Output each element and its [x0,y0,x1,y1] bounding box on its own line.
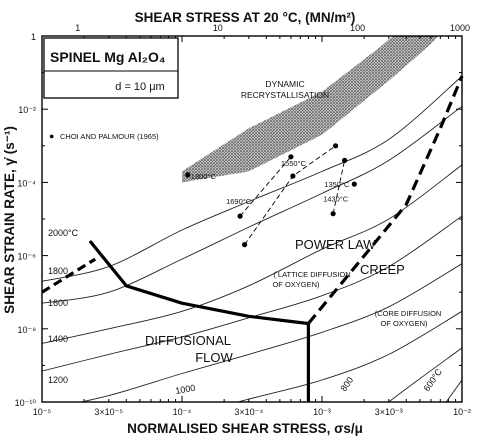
data-point [333,143,339,149]
power-law-label: POWER LAW [295,237,376,252]
data-point-label: 1350°C [324,180,350,189]
isotherm-label: 1600 [48,298,68,308]
isotherm-line [42,75,462,282]
experimental-line [239,156,292,217]
diffusional-label: DIFFUSIONAL [145,333,231,348]
isotherm-label: 1400 [48,334,68,344]
core-diffusion-line1: (CORE DIFFUSION [375,309,442,318]
y-tick-labels: 1 10⁻² 10⁻⁴ 10⁻⁶ 10⁻⁸ 10⁻¹⁰ [15,32,37,408]
isotherm-label: 1200 [48,375,68,385]
isotherm-label: 800 [338,375,355,393]
grain-size: d = 10 μm [115,81,164,93]
experimental-line [332,160,346,214]
x-tick-label: 10⁻³ [313,407,331,417]
isotherm-label: 1800 [48,266,68,276]
creep-label: CREEP [360,262,405,277]
power-law-creep-boundary [307,75,464,325]
diffusional-flow-boundary [88,239,310,402]
data-point-label: 1550°C [281,159,307,168]
left-dashed-boundary [41,257,97,294]
x-axis-title: NORMALISED SHEAR STRESS, σs/μ [127,421,363,436]
material-box: SPINEL Mg Al₂O₄ d = 10 μm [43,37,179,99]
x-tick-label: 10⁻⁵ [33,407,52,417]
dynamic-label-line1: DYNAMIC [265,79,304,89]
x-tick-label: 10⁻⁴ [173,407,192,417]
lattice-diffusion-line1: ( LATTICE DIFFUSION [273,270,350,279]
data-point [351,181,357,187]
data-point [185,172,191,178]
data-point [342,157,348,163]
top-tick-label: 1000 [450,23,470,33]
x-tick-label: 3×10⁻⁵ [94,407,123,417]
top-tick-label: 100 [350,23,365,33]
y-tick-label: 10⁻¹⁰ [15,398,37,408]
data-point [242,242,248,248]
data-point [330,211,336,217]
isotherm-label: 1000 [175,383,196,396]
data-point [290,173,296,179]
isotherm-line [42,164,462,344]
data-point [288,154,294,160]
isotherm-line [445,379,462,402]
legend: ● CHOI AND PALMOUR (1965) [49,131,159,141]
y-axis-title: SHEAR STRAIN RATE, γ̇ (s⁻¹) [2,126,17,314]
legend-marker: ● [49,131,54,141]
data-point-label: 1430°C [323,195,349,204]
lattice-diffusion-line2: OF OXYGEN) [272,280,320,289]
data-point-label: 1690°C [226,197,252,206]
y-tick-label: 10⁻⁸ [17,325,36,335]
isotherm-line [236,310,462,402]
x-tick-label: 3×10⁻³ [375,407,403,417]
y-tick-label: 10⁻⁶ [18,252,37,262]
data-point [237,213,243,219]
x-tick-label: 3×10⁻⁴ [234,407,263,417]
y-tick-label: 1 [31,32,36,42]
legend-text: CHOI AND PALMOUR (1965) [60,132,159,141]
x-tick-label: 10⁻² [453,407,471,417]
isotherm-line [79,263,462,402]
isotherm-contours [42,75,462,402]
y-tick-label: 10⁻² [18,105,36,115]
y-tick-label: 10⁻⁴ [17,178,36,188]
top-tick-labels: 1 10 100 1000 [75,23,470,33]
material-title: SPINEL Mg Al₂O₄ [50,49,166,65]
x-tick-labels: 10⁻⁵ 3×10⁻⁵ 10⁻⁴ 3×10⁻⁴ 10⁻³ 3×10⁻³ 10⁻² [33,407,471,417]
isotherm-line [388,347,462,402]
top-tick-label: 1 [75,23,80,33]
dynamic-recrystallisation-band [182,36,439,183]
top-axis-title: SHEAR STRESS AT 20 °C, (MN/m²) [135,10,356,25]
isotherm-label: 600°C [421,366,444,393]
flow-label: FLOW [195,350,233,365]
top-tick-label: 10 [213,23,223,33]
data-point-label: 1800°C [191,172,217,181]
isotherm-label: 2000°C [48,228,79,238]
core-diffusion-line2: OF OXYGEN) [380,319,428,328]
isotherm-line [42,105,462,304]
experimental-points: 1800°C 1690°C 1550°C 1430°C 1350°C [185,143,357,248]
dynamic-label-line2: RECRYSTALLISATION [241,90,329,100]
